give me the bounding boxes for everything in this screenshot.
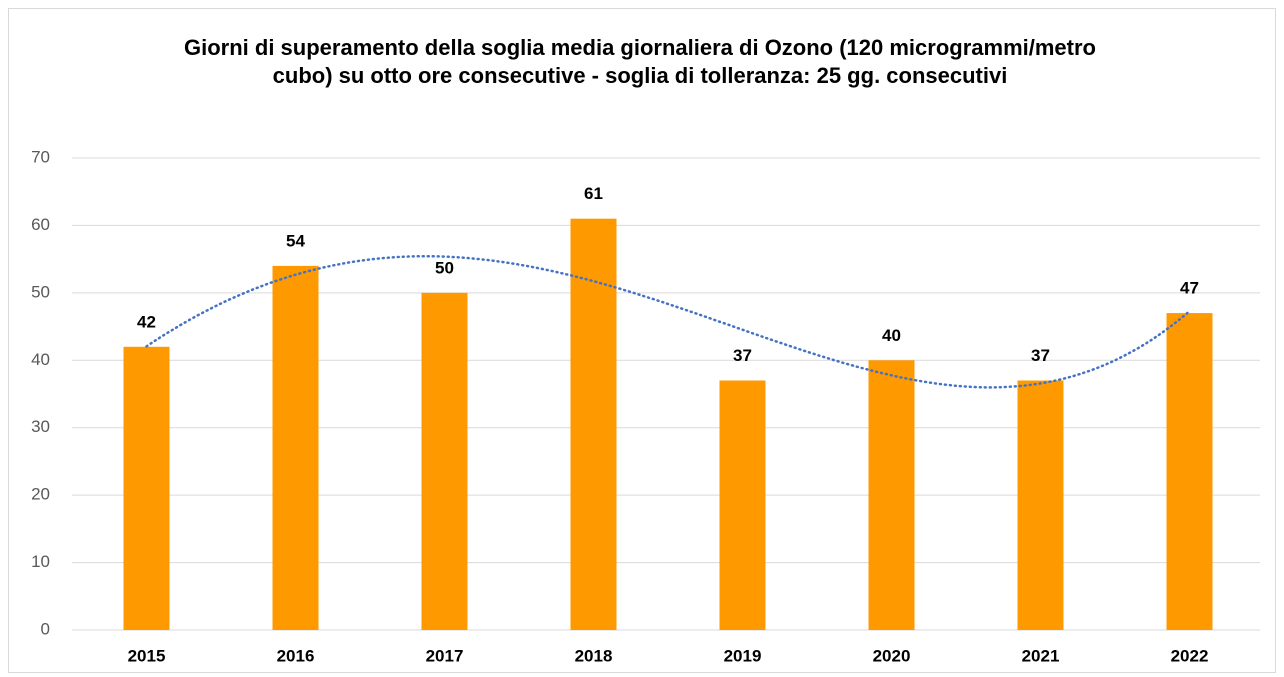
x-tick-label: 2020 bbox=[873, 646, 911, 665]
data-label: 37 bbox=[1031, 346, 1050, 365]
data-label: 40 bbox=[882, 326, 901, 345]
x-tick-label: 2019 bbox=[724, 646, 762, 665]
data-label: 42 bbox=[137, 312, 156, 331]
y-tick-label: 50 bbox=[31, 282, 50, 301]
trendline bbox=[145, 255, 1191, 389]
bar bbox=[123, 346, 170, 630]
x-tick-label: 2016 bbox=[277, 646, 315, 665]
data-label: 54 bbox=[286, 231, 305, 250]
chart-frame bbox=[8, 8, 1276, 673]
bar bbox=[570, 218, 617, 630]
chart-title: Giorni di superamento della soglia media… bbox=[184, 35, 1096, 88]
y-tick-label: 40 bbox=[31, 350, 50, 369]
x-tick-label: 2015 bbox=[128, 646, 166, 665]
y-tick-label: 0 bbox=[41, 619, 50, 638]
x-tick-label: 2021 bbox=[1022, 646, 1060, 665]
bar bbox=[868, 360, 915, 630]
bar bbox=[421, 292, 468, 630]
bar bbox=[1166, 313, 1213, 630]
y-tick-label: 60 bbox=[31, 215, 50, 234]
data-label: 61 bbox=[584, 184, 603, 203]
y-tick-label: 30 bbox=[31, 417, 50, 436]
data-label: 37 bbox=[733, 346, 752, 365]
data-label: 50 bbox=[435, 258, 454, 277]
y-tick-label: 20 bbox=[31, 485, 50, 504]
y-tick-label: 10 bbox=[31, 552, 50, 571]
bar bbox=[719, 380, 766, 630]
x-tick-label: 2017 bbox=[426, 646, 464, 665]
x-tick-label: 2018 bbox=[575, 646, 613, 665]
x-tick-label: 2022 bbox=[1171, 646, 1209, 665]
data-label: 47 bbox=[1180, 279, 1199, 298]
bar bbox=[1017, 380, 1064, 630]
bar bbox=[272, 265, 319, 630]
y-tick-label: 70 bbox=[31, 147, 50, 166]
